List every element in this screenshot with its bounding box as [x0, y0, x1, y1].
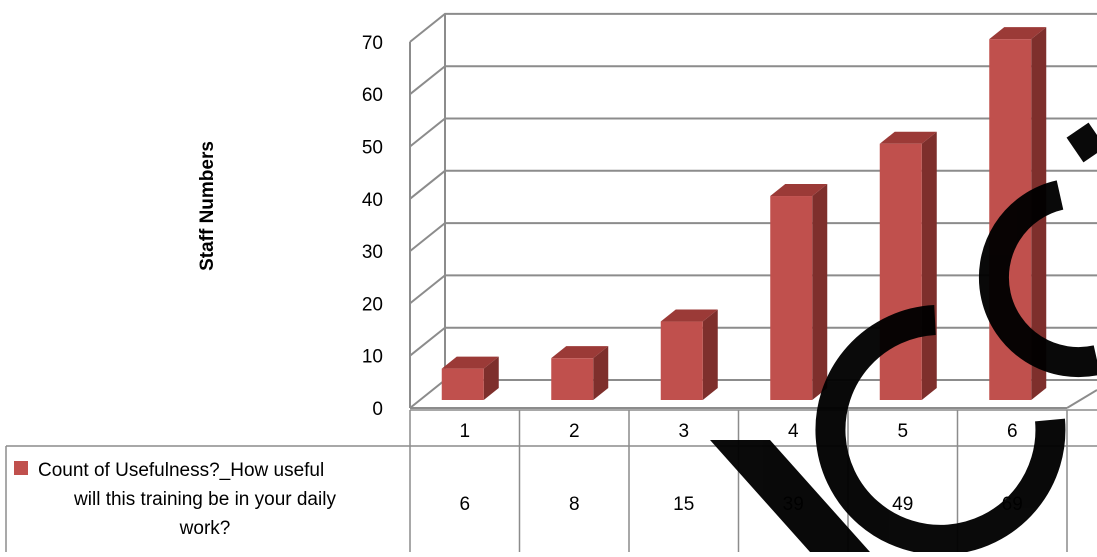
- bar-side-1: [483, 356, 499, 400]
- data-label-5: 49: [892, 494, 913, 515]
- y-tick-label-60: 60: [362, 85, 383, 106]
- bar-2: [551, 346, 609, 400]
- data-label-3: 15: [673, 494, 694, 515]
- bar-side-5: [921, 131, 937, 401]
- category-label-5: 5: [897, 421, 908, 442]
- bar-side-2: [593, 346, 609, 400]
- bar-front-3: [660, 321, 703, 400]
- legend-label-line-2: will this training be in your daily: [73, 489, 336, 510]
- category-label-2: 2: [569, 421, 580, 442]
- category-label-1: 1: [459, 421, 470, 442]
- floor-right-edge: [1066, 389, 1097, 409]
- bar-side-3: [702, 309, 718, 400]
- bar-4: [770, 184, 828, 400]
- y-axis-label: Staff Numbers: [197, 141, 218, 271]
- watermark-letter-stroke: [710, 440, 870, 552]
- data-label-2: 8: [569, 494, 580, 515]
- bar-front-2: [551, 358, 594, 400]
- bar-top-2: [551, 346, 609, 359]
- y-tick-label-10: 10: [362, 347, 383, 368]
- y-tick-label-50: 50: [362, 138, 383, 159]
- watermark-letter-o: [978, 180, 1097, 377]
- watermark-letter-c: [815, 305, 1066, 555]
- y-tick-label-30: 30: [362, 242, 383, 263]
- bar-front-4: [770, 196, 813, 400]
- bar-top-1: [441, 356, 499, 369]
- bar-side-4: [812, 184, 828, 400]
- bar-3: [660, 309, 718, 400]
- bars: [441, 27, 1047, 401]
- bar-top-3: [660, 309, 718, 322]
- watermark-fragment-top: [1066, 122, 1097, 163]
- bar-front-1: [441, 368, 484, 400]
- legend-key: [14, 461, 28, 475]
- data-label-1: 6: [459, 494, 470, 515]
- watermark: [710, 122, 1097, 555]
- category-label-6: 6: [1007, 421, 1018, 442]
- gridlines: [409, 12, 1097, 409]
- y-axis-ticks: 0 10 20 30 40 50 60 70: [362, 33, 383, 420]
- y-tick-label-70: 70: [362, 33, 383, 54]
- bar-1: [441, 356, 499, 400]
- bar-top-5: [879, 131, 937, 144]
- y-tick-label-20: 20: [362, 294, 383, 315]
- legend-label-line-3: work?: [179, 518, 231, 539]
- bar-top-6: [989, 27, 1047, 40]
- bar-front-5: [879, 143, 922, 401]
- y-tick-label-0: 0: [372, 399, 383, 420]
- bar-5: [879, 131, 937, 401]
- bar-top-4: [770, 184, 828, 197]
- category-label-3: 3: [678, 421, 689, 442]
- legend-label-line-1: Count of Usefulness?_How useful: [38, 460, 324, 481]
- category-label-4: 4: [788, 421, 799, 442]
- y-tick-label-40: 40: [362, 190, 383, 211]
